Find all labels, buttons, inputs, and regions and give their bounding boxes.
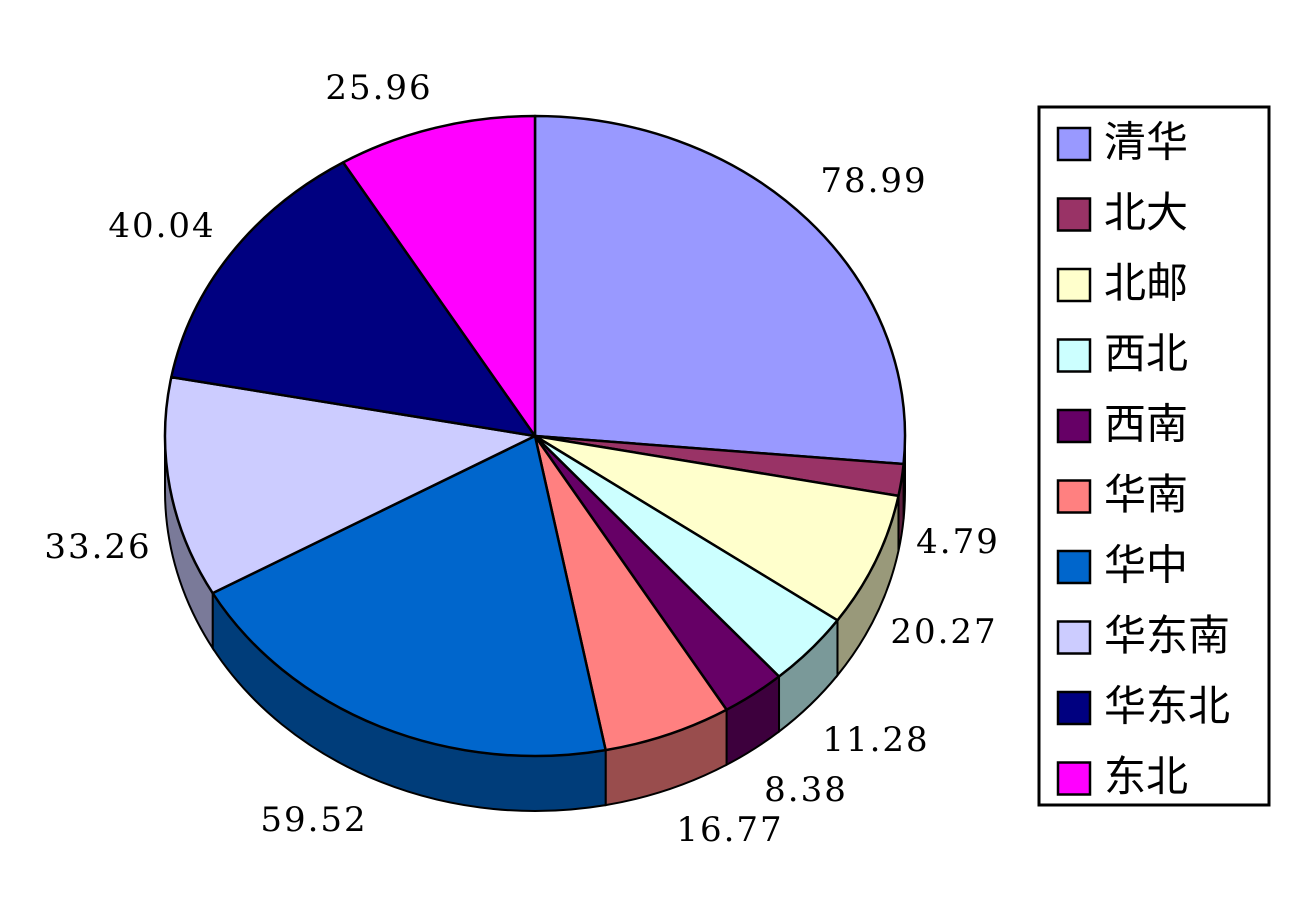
legend-label-5: 西南 bbox=[1104, 400, 1188, 449]
legend-swatch-1 bbox=[1056, 126, 1092, 162]
legend-swatch-3 bbox=[1056, 267, 1092, 303]
legend-label-1: 清华 bbox=[1104, 118, 1188, 167]
legend-swatch-4 bbox=[1056, 338, 1092, 373]
data-label-3: 20.27 bbox=[890, 612, 997, 652]
legend-label-4: 西北 bbox=[1104, 329, 1188, 378]
legend-swatch-9 bbox=[1056, 690, 1092, 726]
legend-label-6: 华南 bbox=[1104, 470, 1188, 519]
legend-swatch-6 bbox=[1056, 479, 1092, 514]
pie-slice-10 bbox=[341, 114, 537, 438]
pie-slice-7 bbox=[211, 434, 607, 758]
legend-label-7: 华中 bbox=[1104, 541, 1188, 590]
data-label-10: 25.96 bbox=[325, 68, 432, 108]
pie-slice-6 bbox=[533, 434, 728, 752]
data-label-4: 11.28 bbox=[822, 720, 929, 760]
pie-top bbox=[163, 114, 907, 758]
data-label-2: 4.79 bbox=[916, 522, 1000, 562]
legend-swatch-5 bbox=[1056, 408, 1092, 444]
legend-label-2: 北大 bbox=[1104, 188, 1188, 237]
legend-label-3: 北邮 bbox=[1104, 259, 1188, 308]
legend-label-9: 华东北 bbox=[1104, 682, 1230, 731]
data-label-6: 16.77 bbox=[676, 810, 783, 850]
data-label-7: 59.52 bbox=[260, 800, 367, 840]
data-label-1: 78.99 bbox=[820, 161, 927, 201]
pie-slice-3 bbox=[533, 434, 900, 622]
legend-label-8: 华东南 bbox=[1104, 611, 1230, 660]
data-label-9: 40.04 bbox=[108, 206, 215, 246]
pie-slice-1 bbox=[533, 114, 907, 466]
data-label-5: 8.38 bbox=[764, 770, 848, 810]
pie-slice-8 bbox=[163, 375, 537, 595]
pie-slice-9 bbox=[170, 161, 537, 438]
data-label-8: 33.26 bbox=[44, 527, 151, 567]
legend-swatch-2 bbox=[1056, 197, 1092, 232]
legend-swatch-10 bbox=[1056, 761, 1092, 796]
legend-swatch-7 bbox=[1056, 549, 1092, 585]
legend-label-10: 东北 bbox=[1104, 752, 1188, 801]
legend-swatch-8 bbox=[1056, 620, 1092, 655]
